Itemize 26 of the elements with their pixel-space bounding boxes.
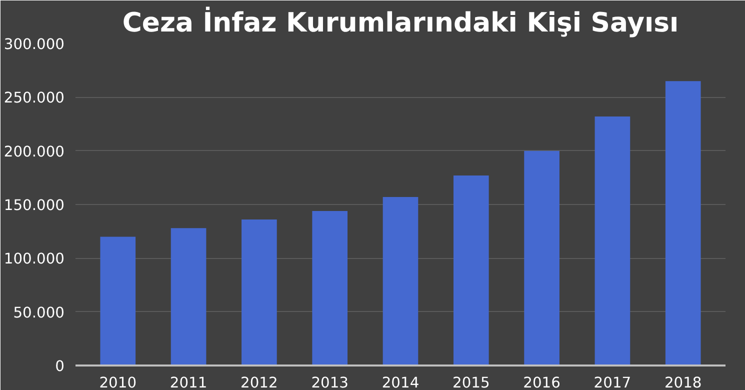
bar [242,220,277,366]
bar [100,236,136,366]
y-tick-label: 200.000 [4,143,64,160]
bar [170,228,206,366]
chart-title: Ceza İnfaz Kurumlarındaki Kişi Sayısı [122,6,679,38]
bar [524,150,560,366]
y-tick-label: 300.000 [4,36,64,53]
x-tick-label: 2010 [99,374,137,390]
x-tick-label: 2013 [311,374,349,390]
x-tick-label: 2016 [523,374,560,390]
x-tick-label: 2015 [452,374,490,390]
bar [453,176,489,366]
bar [382,196,418,366]
x-tick-label: 2017 [594,374,632,390]
x-tick-label: 2012 [240,374,278,390]
y-tick-label: 100.000 [4,250,64,268]
y-tick-label: 50.000 [13,304,65,322]
y-tick-label: 0 [55,358,65,375]
y-tick-label: 250.000 [4,90,64,107]
x-tick-label: 2014 [382,374,420,390]
bar [312,210,348,366]
x-tick-label: 2018 [664,374,702,390]
y-tick-label: 150.000 [4,197,64,214]
x-tick-label: 2011 [170,374,208,390]
bar [594,116,630,366]
bar [665,81,701,366]
